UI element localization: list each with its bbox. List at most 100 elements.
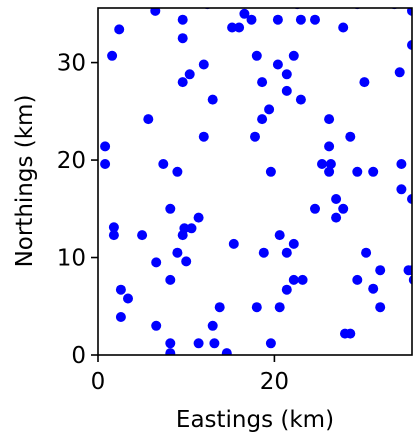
data-point bbox=[331, 212, 342, 223]
x-tick-label: 20 bbox=[260, 369, 289, 395]
data-point bbox=[250, 131, 260, 142]
data-point bbox=[107, 50, 118, 61]
data-point bbox=[324, 141, 335, 152]
data-point bbox=[172, 247, 183, 258]
data-point bbox=[198, 59, 209, 70]
data-point bbox=[352, 274, 363, 285]
data-point bbox=[281, 284, 292, 295]
data-point bbox=[396, 159, 407, 169]
data-point bbox=[251, 50, 262, 61]
data-point bbox=[179, 223, 190, 234]
data-point bbox=[297, 274, 308, 285]
data-point bbox=[407, 8, 412, 16]
data-point bbox=[345, 131, 356, 142]
data-point bbox=[165, 203, 176, 214]
data-point bbox=[207, 94, 218, 105]
data-point bbox=[368, 166, 379, 177]
data-points bbox=[100, 8, 412, 355]
data-point bbox=[186, 223, 197, 234]
data-point bbox=[228, 238, 239, 249]
data-point bbox=[193, 338, 204, 349]
axis-ticks: 0 20 0 10 20 30 bbox=[57, 51, 289, 395]
data-point bbox=[165, 274, 176, 285]
data-point bbox=[310, 14, 320, 25]
data-point bbox=[288, 50, 299, 61]
data-point bbox=[407, 265, 412, 276]
data-point bbox=[158, 159, 169, 169]
data-point bbox=[100, 159, 111, 169]
data-point bbox=[265, 166, 276, 177]
data-point bbox=[209, 338, 220, 349]
data-point bbox=[407, 40, 412, 50]
data-point bbox=[234, 22, 245, 33]
data-point bbox=[251, 302, 262, 313]
data-point bbox=[100, 141, 111, 152]
data-point bbox=[258, 247, 269, 258]
data-point bbox=[150, 8, 161, 16]
data-point bbox=[281, 85, 292, 96]
data-point bbox=[407, 194, 412, 204]
data-point bbox=[288, 238, 299, 249]
data-point bbox=[184, 69, 195, 80]
data-point bbox=[227, 22, 238, 33]
data-point bbox=[221, 348, 232, 355]
y-tick-label: 30 bbox=[57, 51, 86, 77]
data-point bbox=[272, 59, 283, 70]
data-point bbox=[281, 69, 292, 80]
data-point bbox=[265, 338, 276, 349]
data-point bbox=[172, 166, 183, 177]
data-point bbox=[193, 212, 204, 223]
data-point bbox=[177, 14, 188, 25]
data-point bbox=[274, 302, 285, 313]
data-point bbox=[198, 131, 209, 142]
data-point bbox=[394, 67, 405, 78]
data-point bbox=[352, 166, 363, 177]
data-point bbox=[325, 159, 336, 169]
data-point bbox=[324, 166, 335, 177]
y-axis-label: Northings (km) bbox=[12, 95, 38, 268]
data-point bbox=[317, 159, 327, 169]
data-point bbox=[272, 14, 283, 25]
data-point bbox=[281, 247, 292, 258]
data-point bbox=[115, 284, 126, 295]
data-point bbox=[143, 114, 154, 125]
data-point bbox=[375, 302, 386, 313]
data-point bbox=[295, 94, 306, 105]
data-point bbox=[257, 77, 268, 88]
data-point bbox=[331, 194, 342, 204]
data-point bbox=[115, 312, 126, 322]
data-point bbox=[177, 33, 188, 44]
data-point bbox=[257, 114, 268, 125]
data-point bbox=[295, 14, 306, 25]
data-point bbox=[375, 265, 386, 276]
data-point bbox=[108, 230, 119, 241]
data-point bbox=[137, 230, 148, 241]
data-point bbox=[165, 348, 176, 355]
x-axis-label: Eastings (km) bbox=[176, 407, 334, 433]
x-tick-label: 0 bbox=[91, 369, 106, 395]
data-point bbox=[359, 77, 370, 88]
data-point bbox=[264, 104, 275, 115]
data-point bbox=[338, 22, 349, 33]
data-point bbox=[246, 14, 257, 25]
data-point bbox=[181, 256, 192, 267]
data-point bbox=[288, 274, 299, 285]
y-tick-label: 20 bbox=[57, 148, 86, 174]
data-point bbox=[151, 257, 162, 268]
data-point bbox=[274, 230, 285, 241]
plot-frame bbox=[97, 7, 413, 356]
data-point bbox=[310, 203, 320, 214]
data-point bbox=[123, 293, 133, 304]
data-point bbox=[396, 184, 407, 195]
data-point bbox=[165, 338, 176, 349]
data-point bbox=[345, 328, 356, 339]
y-tick-label: 0 bbox=[71, 343, 86, 369]
data-point bbox=[114, 24, 125, 35]
data-point bbox=[151, 320, 162, 331]
data-point bbox=[368, 283, 379, 294]
data-point bbox=[324, 114, 335, 125]
data-point bbox=[338, 203, 349, 214]
data-point bbox=[239, 8, 250, 19]
data-point bbox=[361, 247, 372, 258]
